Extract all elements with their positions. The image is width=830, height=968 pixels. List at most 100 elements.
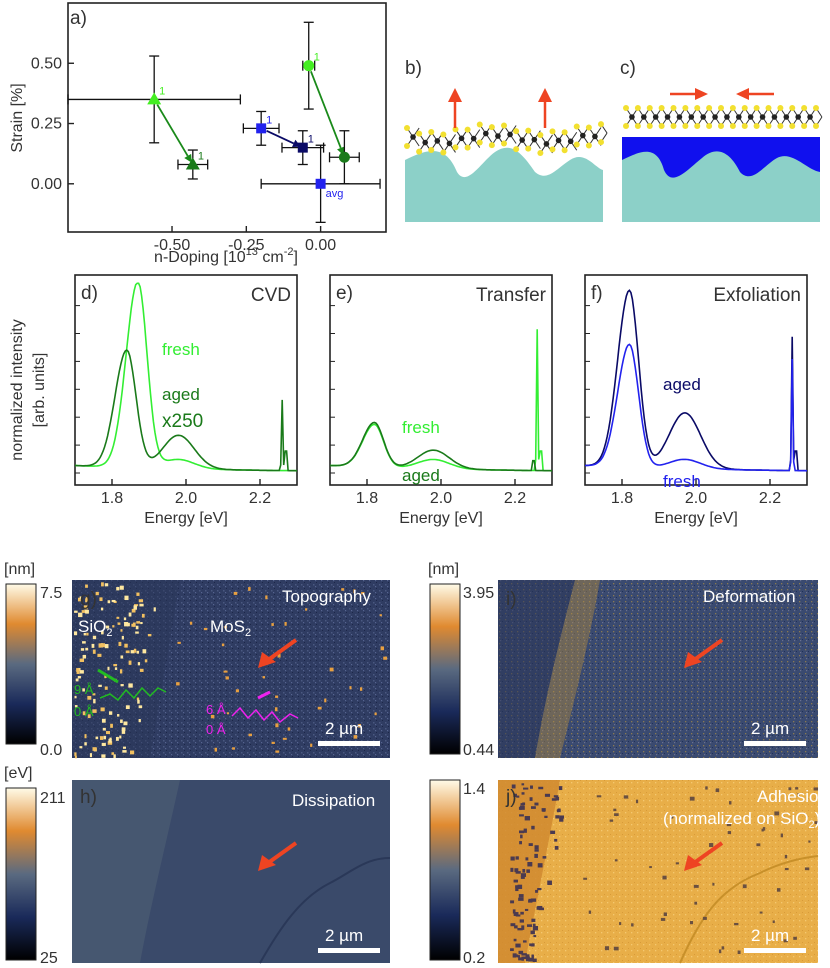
spec-annotation: aged [402,466,440,485]
spec-title: CVD [251,285,291,306]
j-min: 0.2 [463,950,485,967]
spec-xtick-label: 2.2 [759,490,781,507]
panel-d-spectrum: d) CVD 1.8 2.0 2.2 Energy [eV] fresh aged x250 [74,274,298,527]
h-max: 211 [40,790,66,807]
a-point-tag: 1 [159,85,165,97]
panel-a-axes: -0.50 -0.25 0.00 0.00 0.25 0.50 [31,55,336,254]
spectra-row: normalized intensity [arb. units] d) CVD 1… [9,274,808,527]
g-unit: [nm] [4,561,35,578]
afm-maps: [nm] 7.5 0.0 g) Topography SiO2 MoS2 9 Å… [4,561,828,967]
spec-xlabel: Energy [eV] [144,510,228,527]
a-xtick-label: -0.50 [154,237,191,254]
h-unit: [eV] [4,765,32,782]
j-colorbar [429,779,461,961]
spec-annotation: x250 [162,411,203,432]
i-max: 3.95 [463,585,494,602]
a-ytick-label: 0.25 [31,116,62,133]
spec-title: Transfer [476,285,547,306]
spectra-ylabel-2: [arb. units] [31,353,48,428]
g-green-top: 9 Å [74,682,94,697]
panel-a-frame [67,2,387,233]
h-title: Dissipation [292,791,375,810]
g-label: g) [80,589,97,610]
spec-xtick-label: 1.8 [101,490,123,507]
spec-panel-label: d) [81,283,98,304]
compress-arrows [670,88,774,100]
a-point-circle [303,60,315,72]
j-red-arrow-icon [684,841,724,871]
spec-xtick-label: 2.2 [504,490,526,507]
g-colorbar [5,583,37,745]
spec-xtick-label: 2.2 [249,490,271,507]
substrate-c [622,151,820,222]
g-sio2: SiO2 [78,617,112,639]
panel-e-spectrum: e) Transfer 1.8 2.0 2.2 Energy [eV] fresh aged [329,274,553,527]
panel-i: [nm] 3.95 0.44 i) Deformation 2 µm [428,561,818,759]
panel-j: 1.4 0.2 j) Adhesion (normalized on SiO2)… [429,779,828,967]
mos2-lattice-c [623,105,823,129]
spec-xlabel: Energy [eV] [399,510,483,527]
g-red-arrow-icon [258,638,298,668]
a-arrow-head [184,153,192,163]
g-mos2: MoS2 [210,617,251,639]
panel-c-schematic: c) [620,58,823,222]
h-scalebar [318,948,380,953]
a-point-tag: 1 [266,114,272,126]
a-ytick-label: 0.50 [31,55,62,72]
a-point-square [256,123,267,134]
spec-panel-label: e) [336,283,353,304]
spec-annotation: aged [663,375,701,394]
spec-annotation: fresh [162,340,200,359]
spec-xlabel: Energy [eV] [654,510,738,527]
i-label: i) [506,589,517,610]
panel-a-points: 1 1 1 1 1 avg [67,21,381,224]
a-point-square [297,142,308,153]
g-green-bottom: 0 Å [74,704,94,719]
g-max: 7.5 [40,585,62,602]
rough-substrate [405,147,603,222]
a-point-tag: 1 [198,151,204,163]
panel-c-label: c) [620,58,636,79]
panel-a-label: a) [70,8,87,29]
spec-annotation: fresh [663,472,701,491]
g-scalebar-label: 2 µm [325,719,363,738]
spec-frame [329,274,553,486]
g-scalebar [318,741,380,746]
h-min: 25 [40,950,58,967]
g-min: 0.0 [40,742,62,759]
a-point-triangle [185,157,200,170]
panel-b-schematic: b) [404,58,608,222]
spec-line-aged [329,421,553,472]
spec-xtick-label: 1.8 [611,490,633,507]
panel-b-label: b) [405,58,422,79]
j-label: j) [505,787,517,808]
panel-a-scatter: a) -0.50 -0.25 0.00 0.00 0.25 0.50 1 1 1 1 1 avg S… [9,2,387,266]
panel-a-xlabel: n-Doping [1013 cm-2] [154,246,298,266]
spec-annotation: fresh [402,418,440,437]
spec-title: Exfoliation [713,285,801,306]
a-point-tag: 1 [308,134,314,146]
i-unit: [nm] [428,561,459,578]
a-ytick-label: 0.00 [31,176,62,193]
spec-panel-label: f) [591,283,603,304]
i-scalebar-label: 2 µm [751,719,789,738]
panel-g: [nm] 7.5 0.0 g) Topography SiO2 MoS2 9 Å… [4,561,390,759]
spec-annotation: aged [162,385,200,404]
a-point-triangle [147,92,162,105]
i-scalebar [744,741,806,746]
a-point-tag: avg [326,188,344,200]
spec-xtick-label: 2.0 [685,490,707,507]
a-point-square [315,178,326,189]
i-min: 0.44 [463,742,494,759]
h-scalebar-label: 2 µm [325,926,363,945]
a-arrow [156,104,189,157]
mos2-lattice-b [404,121,608,156]
a-xtick-label: -0.25 [228,237,265,254]
a-point-circle [338,151,350,163]
panel-a-ylabel: Strain [%] [9,83,26,152]
h-colorbar [5,787,37,961]
g-mag-bottom: 0 Å [206,722,226,737]
spec-xtick-label: 2.0 [175,490,197,507]
j-title: Adhesion [757,787,828,806]
j-subtitle: (normalized on SiO2) [663,809,820,831]
